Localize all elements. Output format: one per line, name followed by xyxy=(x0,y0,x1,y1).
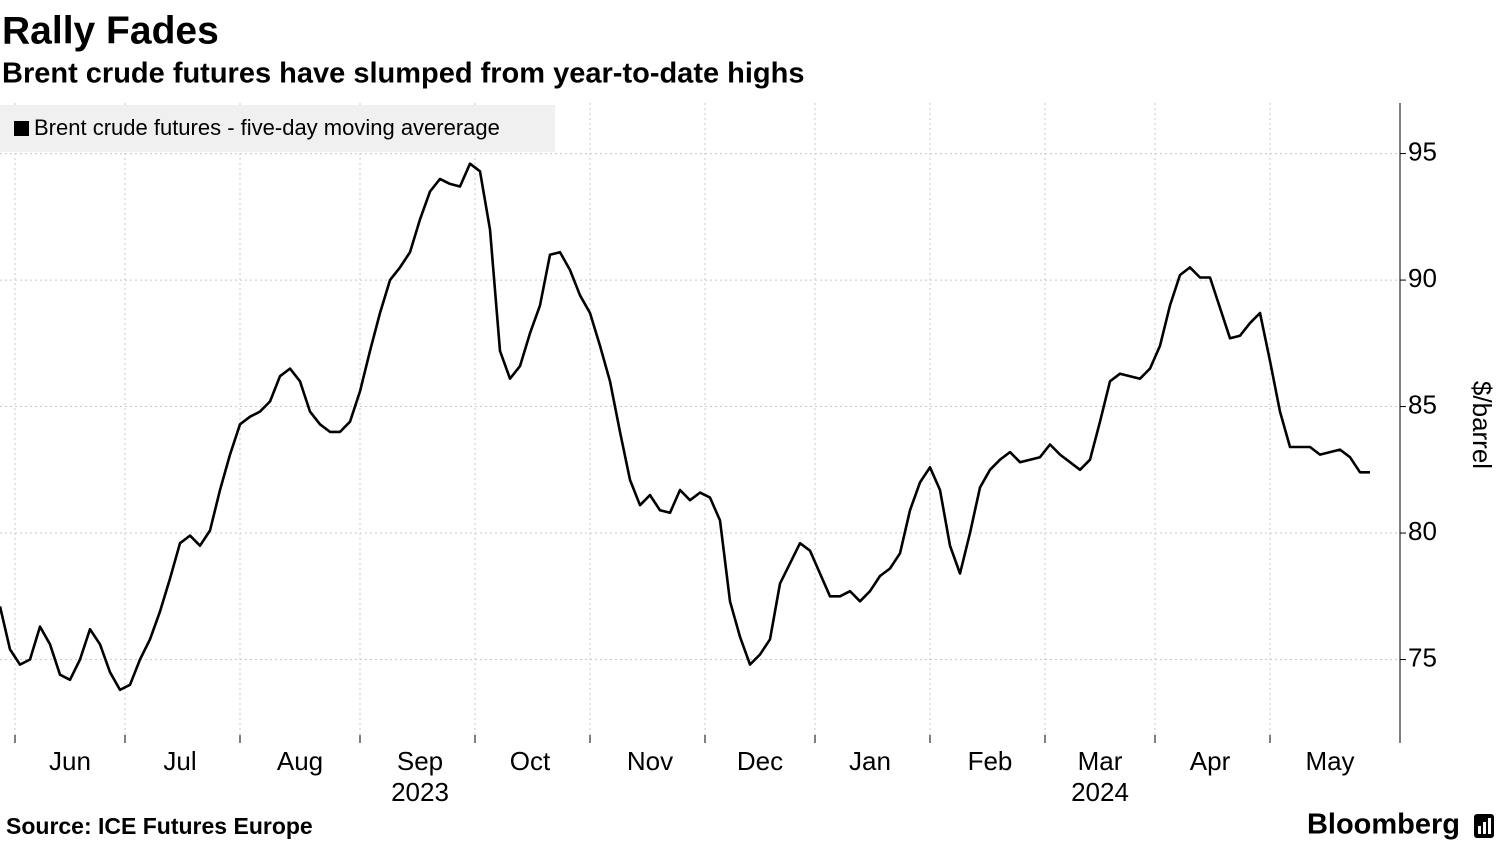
y-tick-label: 80 xyxy=(1408,516,1437,546)
x-tick-label: Apr xyxy=(1189,746,1231,776)
y-tick-label: 85 xyxy=(1408,389,1437,419)
legend-swatch xyxy=(14,121,29,136)
y-axis-label: $/barrel xyxy=(1467,381,1497,469)
x-tick-label: Jan xyxy=(849,746,891,776)
x-tick-label: Oct xyxy=(509,746,551,776)
x-tick-label: May xyxy=(1305,746,1355,776)
line xyxy=(0,162,1370,692)
x-tick-label: Mar 2024 xyxy=(1071,746,1129,807)
legend-label: Brent crude futures - five-day moving av… xyxy=(34,115,500,140)
legend-background xyxy=(0,105,555,152)
x-tick-label: Nov xyxy=(626,746,674,776)
x-tick-label: Dec xyxy=(736,746,784,776)
x-tick-label: Aug xyxy=(276,746,324,776)
source: Source: ICE Futures Europe xyxy=(6,813,313,839)
y-tick-label: 95 xyxy=(1408,136,1437,166)
x-tick-label: Jun xyxy=(49,746,91,776)
chart-title: Rally Fades xyxy=(2,9,219,52)
brand-icon xyxy=(1474,814,1494,838)
x-tick-label: Sep 2023 xyxy=(391,746,449,807)
brand: Bloomberg xyxy=(1307,809,1460,841)
x-tick-label: Jul xyxy=(163,746,197,776)
y-tick-label: 90 xyxy=(1408,263,1437,293)
legend: Brent crude futures - five-day moving av… xyxy=(0,105,555,152)
x-tick-label: Feb xyxy=(967,746,1013,776)
y-tick-label: 75 xyxy=(1408,642,1437,672)
chart-subtitle: Brent crude futures have slumped from ye… xyxy=(2,58,804,90)
